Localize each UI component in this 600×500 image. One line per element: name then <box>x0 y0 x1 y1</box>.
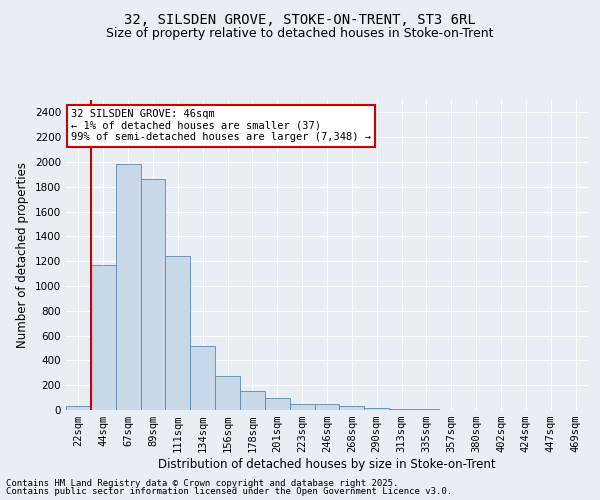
Bar <box>414 409 439 410</box>
Bar <box>290 404 314 410</box>
Text: 32, SILSDEN GROVE, STOKE-ON-TRENT, ST3 6RL: 32, SILSDEN GROVE, STOKE-ON-TRENT, ST3 6… <box>124 12 476 26</box>
Bar <box>140 180 166 410</box>
Y-axis label: Number of detached properties: Number of detached properties <box>16 162 29 348</box>
X-axis label: Distribution of detached houses by size in Stoke-on-Trent: Distribution of detached houses by size … <box>158 458 496 471</box>
Bar <box>91 265 116 410</box>
Text: Size of property relative to detached houses in Stoke-on-Trent: Size of property relative to detached ho… <box>106 28 494 40</box>
Text: Contains HM Land Registry data © Crown copyright and database right 2025.: Contains HM Land Registry data © Crown c… <box>6 478 398 488</box>
Bar <box>364 408 389 410</box>
Bar <box>190 346 215 410</box>
Text: 32 SILSDEN GROVE: 46sqm
← 1% of detached houses are smaller (37)
99% of semi-det: 32 SILSDEN GROVE: 46sqm ← 1% of detached… <box>71 110 371 142</box>
Bar <box>166 256 190 410</box>
Bar <box>66 406 91 410</box>
Bar <box>265 398 290 410</box>
Bar <box>314 404 340 410</box>
Bar <box>215 376 240 410</box>
Bar <box>340 406 364 410</box>
Bar <box>240 391 265 410</box>
Bar <box>389 408 414 410</box>
Text: Contains public sector information licensed under the Open Government Licence v3: Contains public sector information licen… <box>6 487 452 496</box>
Bar <box>116 164 140 410</box>
